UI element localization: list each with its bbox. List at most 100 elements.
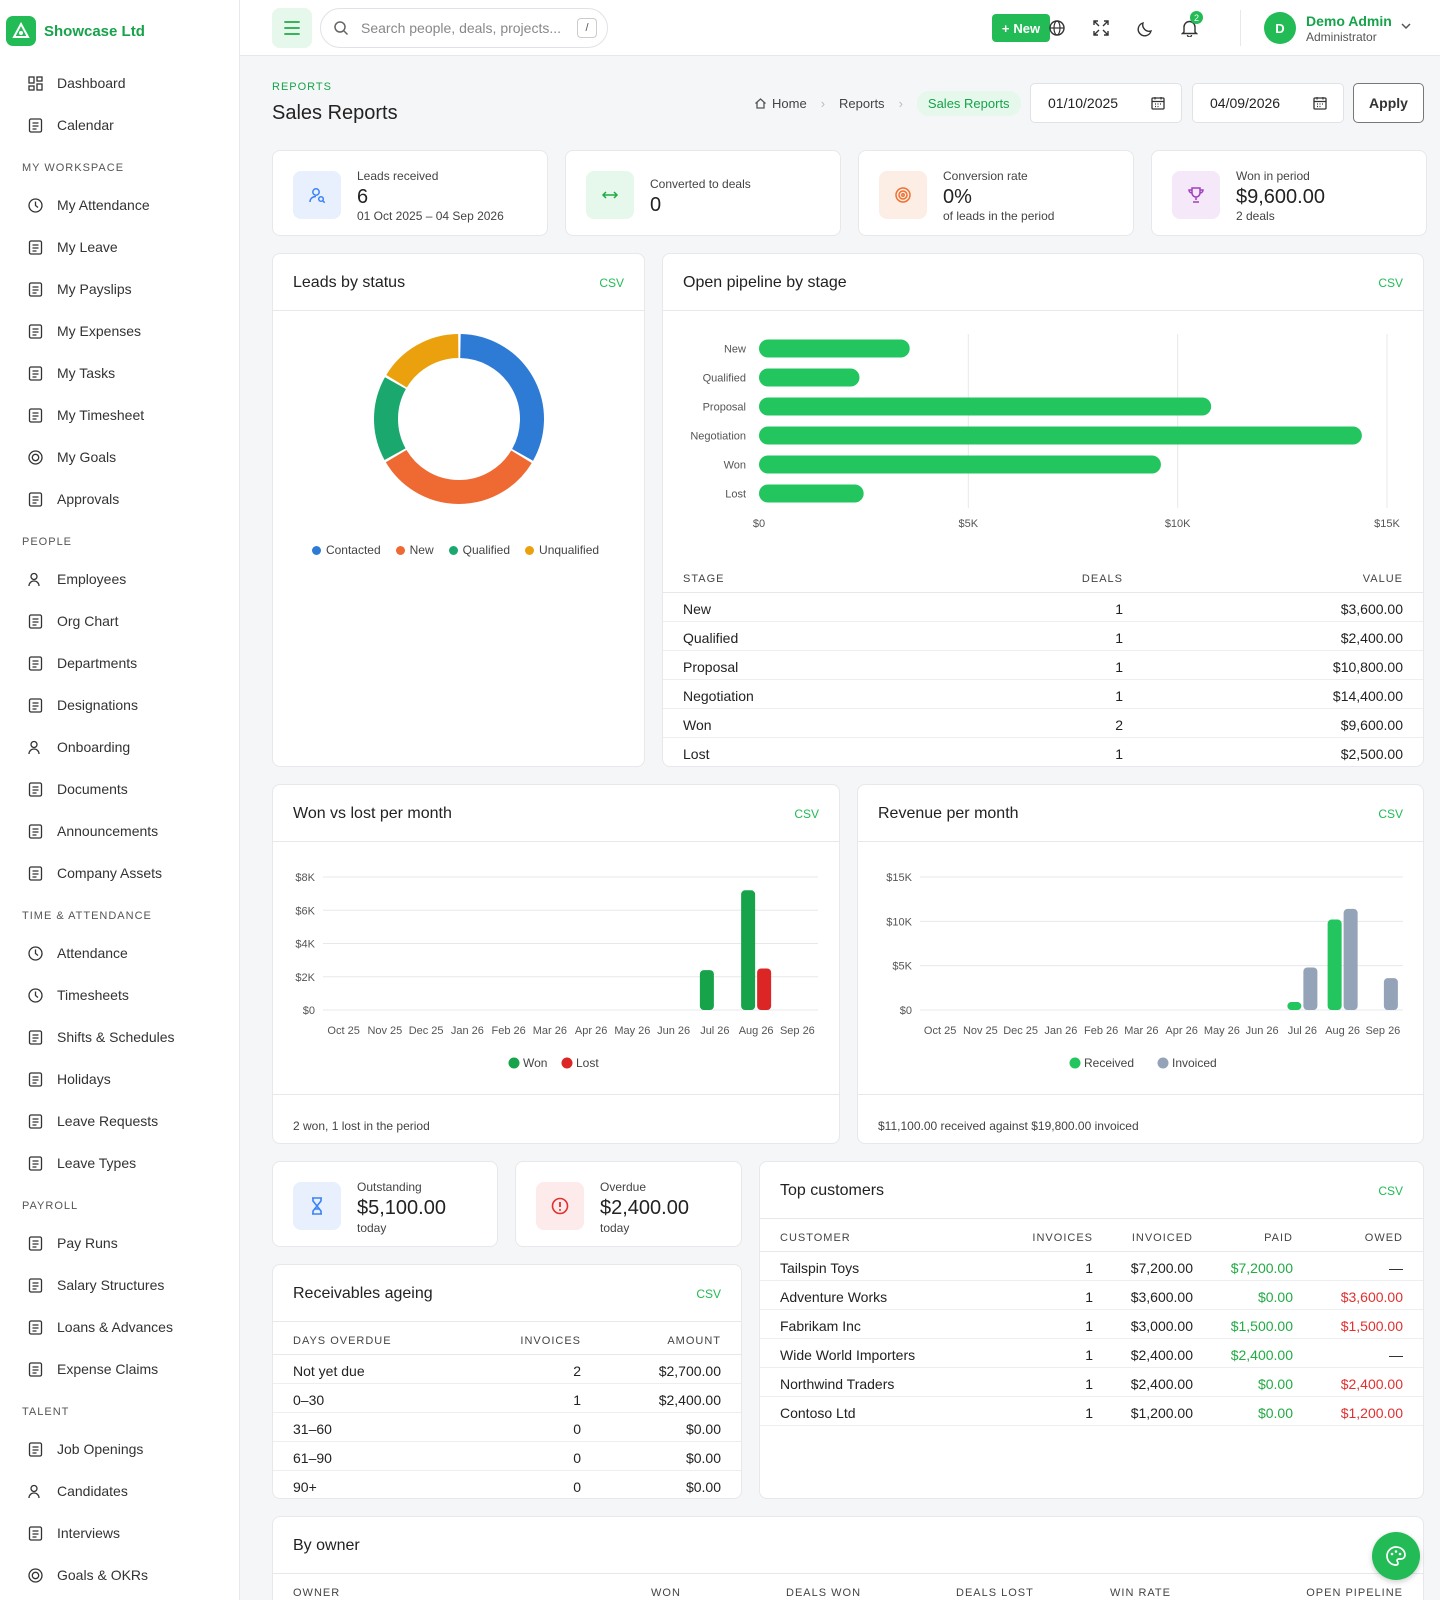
user-name[interactable]: Demo Admin: [1306, 13, 1392, 29]
sidebar-item-loans-advances[interactable]: Loans & Advances: [0, 1306, 239, 1348]
sidebar-item-my-goals[interactable]: My Goals: [0, 436, 239, 478]
bar-invoiced-jul-26[interactable]: [1303, 967, 1318, 1010]
sidebar-item-company-assets[interactable]: Company Assets: [0, 852, 239, 894]
donut-slice-unqualified[interactable]: [386, 334, 459, 388]
legend-item[interactable]: Unqualified: [525, 543, 599, 557]
donut-slice-qualified[interactable]: [374, 377, 407, 461]
sidebar-item-my-attendance[interactable]: My Attendance: [0, 184, 239, 226]
new-button[interactable]: + New: [992, 14, 1050, 42]
breadcrumb-home[interactable]: Home: [772, 95, 807, 111]
sidebar-item-dashboard[interactable]: Dashboard: [0, 62, 239, 104]
table-row[interactable]: 31–60 0 $0.00: [273, 1413, 741, 1442]
sidebar-item-org-chart[interactable]: Org Chart: [0, 600, 239, 642]
notifications-button[interactable]: 2: [1175, 11, 1203, 42]
sidebar-item-shifts-schedules[interactable]: Shifts & Schedules: [0, 1016, 239, 1058]
sidebar-item-announcements[interactable]: Announcements: [0, 810, 239, 852]
bar-invoiced-aug-26[interactable]: [1343, 908, 1358, 1010]
theme-palette-button[interactable]: [1372, 1532, 1420, 1580]
sidebar-item-candidates[interactable]: Candidates: [0, 1470, 239, 1512]
table-row[interactable]: Adventure Works 1 $3,600.00 $0.00 $3,600.00: [760, 1281, 1423, 1310]
csv-export-link[interactable]: CSV: [1378, 276, 1403, 290]
bar-won-jul-26[interactable]: [699, 970, 714, 1010]
sidebar-item-job-openings[interactable]: Job Openings: [0, 1428, 239, 1470]
apply-button[interactable]: Apply: [1353, 83, 1424, 123]
table-row[interactable]: Contoso Ltd 1 $1,200.00 $0.00 $1,200.00: [760, 1397, 1423, 1426]
bar-proposal[interactable]: [759, 397, 1212, 416]
chevron-down-icon[interactable]: [1400, 20, 1412, 32]
table-row[interactable]: 61–90 0 $0.00: [273, 1442, 741, 1471]
csv-export-link[interactable]: CSV: [696, 1287, 721, 1301]
sidebar-item-employees[interactable]: Employees: [0, 558, 239, 600]
table-row[interactable]: Won 2 $9,600.00: [663, 709, 1423, 738]
sidebar-item-my-expenses[interactable]: My Expenses: [0, 310, 239, 352]
donut-slice-new[interactable]: [385, 449, 532, 504]
bar-qualified[interactable]: [759, 368, 860, 387]
sidebar-item-departments[interactable]: Departments: [0, 642, 239, 684]
breadcrumb-reports[interactable]: Reports: [839, 95, 885, 111]
brand[interactable]: Showcase Ltd: [0, 0, 239, 62]
date-to-input[interactable]: 04/09/2026: [1192, 83, 1344, 123]
sidebar-item-expense-claims[interactable]: Expense Claims: [0, 1348, 239, 1390]
csv-export-link[interactable]: CSV: [794, 807, 819, 821]
table-row[interactable]: Not yet due 2 $2,700.00: [273, 1355, 741, 1384]
divider: [273, 1573, 1423, 1574]
table-row[interactable]: Fabrikam Inc 1 $3,000.00 $1,500.00 $1,500.00: [760, 1310, 1423, 1339]
sidebar-item-documents[interactable]: Documents: [0, 768, 239, 810]
fullscreen-button[interactable]: [1087, 14, 1115, 42]
sidebar-item-goals-okrs[interactable]: Goals & OKRs: [0, 1554, 239, 1596]
table-row[interactable]: Wide World Importers 1 $2,400.00 $2,400.00 —: [760, 1339, 1423, 1368]
sidebar-item-my-leave[interactable]: My Leave: [0, 226, 239, 268]
sidebar-item-salary-structures[interactable]: Salary Structures: [0, 1264, 239, 1306]
sidebar-item-my-payslips[interactable]: My Payslips: [0, 268, 239, 310]
legend-item[interactable]: New: [395, 543, 434, 557]
dollar-doc-icon: [28, 1361, 43, 1377]
sidebar-item-my-tasks[interactable]: My Tasks: [0, 352, 239, 394]
donut-slice-contacted[interactable]: [459, 334, 544, 461]
table-row[interactable]: New 1 $3,600.00: [663, 593, 1423, 622]
divider: [273, 310, 644, 311]
bar-received-aug-26[interactable]: [1327, 919, 1342, 1010]
csv-export-link[interactable]: CSV: [1378, 1184, 1403, 1198]
table-row[interactable]: Qualified 1 $2,400.00: [663, 622, 1423, 651]
date-from-input[interactable]: 01/10/2025: [1030, 83, 1182, 123]
language-button[interactable]: [1043, 14, 1071, 42]
table-row[interactable]: Negotiation 1 $14,400.00: [663, 680, 1423, 709]
table-row[interactable]: 90+ 0 $0.00: [273, 1471, 741, 1498]
calendar-icon[interactable]: [1313, 96, 1327, 110]
bar-lost-aug-26[interactable]: [757, 968, 772, 1010]
bar-invoiced-sep-26[interactable]: [1383, 978, 1398, 1010]
sidebar-item-my-timesheet[interactable]: My Timesheet: [0, 394, 239, 436]
csv-export-link[interactable]: CSV: [599, 276, 624, 290]
table-row[interactable]: 0–30 1 $2,400.00: [273, 1384, 741, 1413]
sidebar-item-leave-types[interactable]: Leave Types: [0, 1142, 239, 1184]
bar-received-jul-26[interactable]: [1287, 1002, 1302, 1010]
avatar[interactable]: D: [1264, 12, 1296, 44]
sidebar-item-attendance[interactable]: Attendance: [0, 932, 239, 974]
sidebar-item-timesheets[interactable]: Timesheets: [0, 974, 239, 1016]
table-cell: 0: [573, 1479, 581, 1495]
sidebar-item-calendar[interactable]: Calendar: [0, 104, 239, 146]
theme-toggle-button[interactable]: [1131, 14, 1159, 42]
bar-lost[interactable]: [759, 484, 864, 503]
sidebar-item-interviews[interactable]: Interviews: [0, 1512, 239, 1554]
csv-export-link[interactable]: CSV: [1378, 807, 1403, 821]
sidebar-item-approvals[interactable]: Approvals: [0, 478, 239, 520]
legend-item[interactable]: Qualified: [448, 543, 510, 557]
bar-new[interactable]: [759, 339, 910, 358]
sidebar-item-holidays[interactable]: Holidays: [0, 1058, 239, 1100]
bar-won[interactable]: [759, 455, 1161, 474]
sidebar-item-leave-requests[interactable]: Leave Requests: [0, 1100, 239, 1142]
table-row[interactable]: Proposal 1 $10,800.00: [663, 651, 1423, 680]
sidebar-item-pay-runs[interactable]: Pay Runs: [0, 1222, 239, 1264]
search-input[interactable]: Search people, deals, projects... /: [320, 8, 608, 48]
menu-toggle-button[interactable]: [272, 8, 312, 48]
table-row[interactable]: Tailspin Toys 1 $7,200.00 $7,200.00 —: [760, 1252, 1423, 1281]
sidebar-item-onboarding[interactable]: Onboarding: [0, 726, 239, 768]
table-row[interactable]: Lost 1 $2,500.00: [663, 738, 1423, 766]
legend-item[interactable]: Contacted: [311, 543, 381, 557]
table-row[interactable]: Northwind Traders 1 $2,400.00 $0.00 $2,400.0…: [760, 1368, 1423, 1397]
bar-negotiation[interactable]: [759, 426, 1362, 445]
sidebar-item-designations[interactable]: Designations: [0, 684, 239, 726]
calendar-icon[interactable]: [1151, 96, 1165, 110]
bar-won-aug-26[interactable]: [741, 890, 756, 1010]
